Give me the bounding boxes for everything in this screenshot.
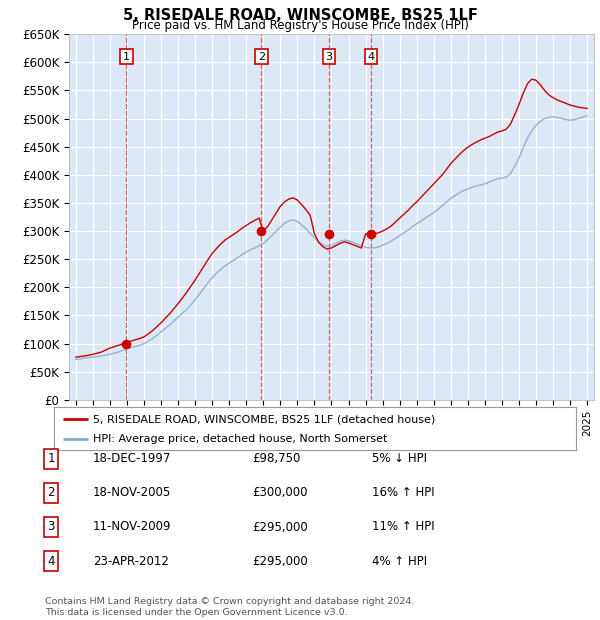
- Text: 2: 2: [47, 487, 55, 499]
- Text: £98,750: £98,750: [252, 453, 301, 465]
- Text: Price paid vs. HM Land Registry's House Price Index (HPI): Price paid vs. HM Land Registry's House …: [131, 19, 469, 32]
- Text: 1: 1: [123, 51, 130, 61]
- Text: Contains HM Land Registry data © Crown copyright and database right 2024.
This d: Contains HM Land Registry data © Crown c…: [45, 598, 415, 617]
- Text: 5, RISEDALE ROAD, WINSCOMBE, BS25 1LF: 5, RISEDALE ROAD, WINSCOMBE, BS25 1LF: [122, 7, 478, 23]
- Text: 4: 4: [367, 51, 374, 61]
- Text: 4% ↑ HPI: 4% ↑ HPI: [372, 555, 427, 567]
- Text: 4: 4: [47, 555, 55, 567]
- Text: 3: 3: [326, 51, 332, 61]
- Text: 18-DEC-1997: 18-DEC-1997: [93, 453, 172, 465]
- Text: 1: 1: [47, 453, 55, 465]
- Text: 3: 3: [47, 521, 55, 533]
- Text: £295,000: £295,000: [252, 555, 308, 567]
- Text: 23-APR-2012: 23-APR-2012: [93, 555, 169, 567]
- Text: 11-NOV-2009: 11-NOV-2009: [93, 521, 172, 533]
- Text: 5% ↓ HPI: 5% ↓ HPI: [372, 453, 427, 465]
- Text: 2: 2: [258, 51, 265, 61]
- Text: HPI: Average price, detached house, North Somerset: HPI: Average price, detached house, Nort…: [93, 434, 388, 444]
- Text: 16% ↑ HPI: 16% ↑ HPI: [372, 487, 434, 499]
- Text: 11% ↑ HPI: 11% ↑ HPI: [372, 521, 434, 533]
- Text: 5, RISEDALE ROAD, WINSCOMBE, BS25 1LF (detached house): 5, RISEDALE ROAD, WINSCOMBE, BS25 1LF (d…: [93, 414, 436, 424]
- Text: £300,000: £300,000: [252, 487, 308, 499]
- Text: 18-NOV-2005: 18-NOV-2005: [93, 487, 171, 499]
- Text: £295,000: £295,000: [252, 521, 308, 533]
